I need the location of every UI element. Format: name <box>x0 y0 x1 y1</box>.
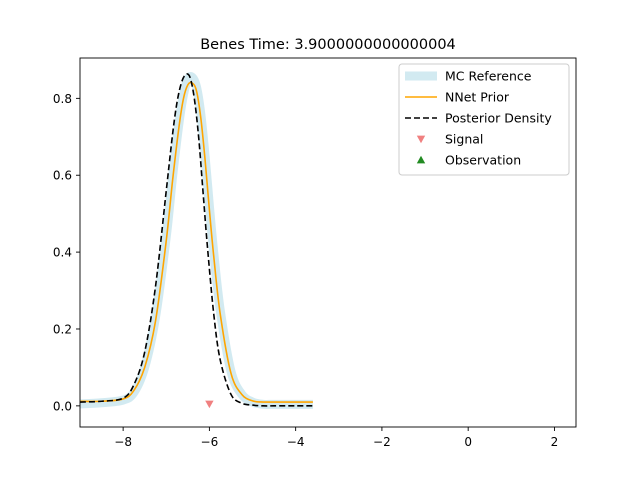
legend-label-mc-reference: MC Reference <box>445 69 532 84</box>
legend-marker-observation <box>416 155 426 164</box>
y-tick-label: 0.4 <box>53 246 72 260</box>
legend-label-posterior-density: Posterior Density <box>445 111 552 126</box>
y-tick-label: 0.0 <box>53 399 72 413</box>
series-line-nnet-prior <box>80 81 313 403</box>
x-tick-label: 2 <box>551 435 559 449</box>
x-tick-label: −2 <box>373 435 391 449</box>
marker-layer <box>205 400 214 409</box>
series-layer <box>80 72 313 409</box>
axes-layer: −8 −6 −4 −2 0 2 0.0 0.2 0.4 0.6 0.8 <box>53 57 577 449</box>
legend: MC Reference NNet Prior Posterior Density S… <box>398 63 570 176</box>
plot-frame <box>79 57 577 428</box>
legend-label-nnet-prior: NNet Prior <box>445 90 510 105</box>
x-tick-label: −8 <box>114 435 132 449</box>
legend-label-signal: Signal <box>445 132 483 147</box>
y-tick-label: 0.8 <box>53 92 72 106</box>
x-tick-label: −6 <box>201 435 219 449</box>
legend-label-observation: Observation <box>445 153 521 168</box>
legend-box <box>398 63 570 176</box>
y-tick-label: 0.6 <box>53 169 72 183</box>
y-tick-label: 0.2 <box>53 322 72 336</box>
series-line-posterior-density <box>80 73 313 407</box>
chart-title: Benes Time: 3.9000000000000004 <box>200 37 456 53</box>
marker-signal <box>205 400 214 409</box>
legend-marker-signal <box>416 135 426 144</box>
x-tick-label: −4 <box>287 435 305 449</box>
x-tick-label: 0 <box>464 435 472 449</box>
